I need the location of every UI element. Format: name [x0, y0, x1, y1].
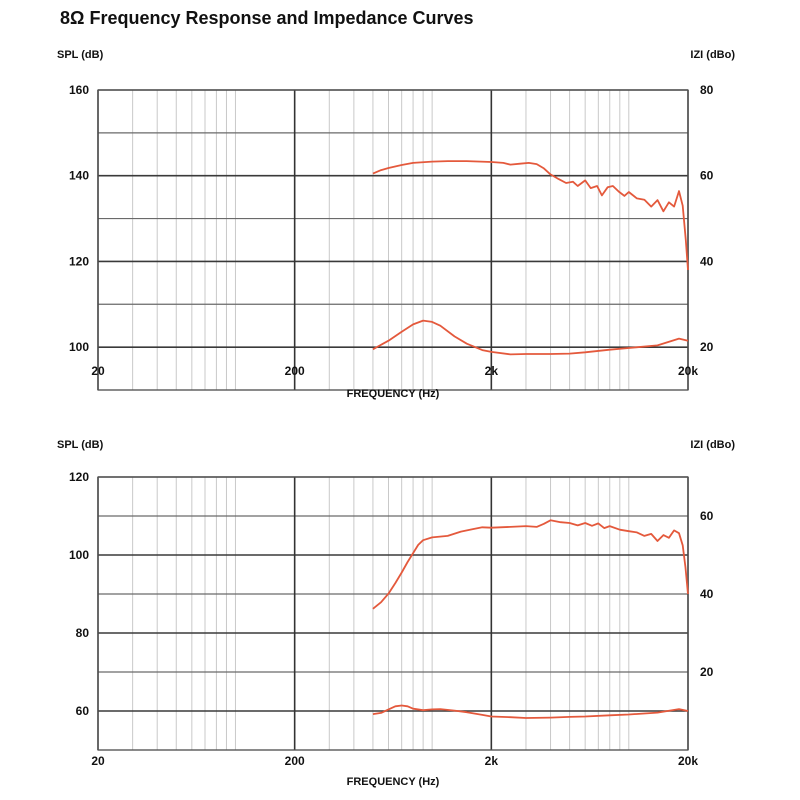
grid [97, 89, 689, 391]
y-tick-left: 80 [76, 626, 90, 640]
plot-frame [97, 89, 689, 391]
spl-curve [372, 519, 689, 610]
y-axis-label-right: IZI (dBo) [690, 439, 735, 451]
x-axis-label: FREQUENCY (Hz) [347, 776, 440, 788]
y-tick-right: 40 [700, 587, 714, 601]
y-tick-left: 100 [69, 548, 89, 562]
y-tick-left: 160 [69, 83, 89, 97]
x-tick: 2k [485, 364, 499, 378]
spl-impedance-chart-2: SPL (dB) IZI (dBo) 120 100 80 60 60 40 20 20 200 2k… [57, 439, 735, 788]
y-tick-left: 140 [69, 169, 89, 183]
y-tick-right: 60 [700, 169, 714, 183]
x-tick: 2k [485, 754, 499, 768]
impedance-curve [372, 704, 689, 719]
y-tick-right: 40 [700, 254, 714, 268]
y-axis-label-left: SPL (dB) [57, 49, 104, 61]
x-axis-label: FREQUENCY (Hz) [347, 388, 440, 400]
y-tick-right: 20 [700, 665, 714, 679]
y-tick-right: 20 [700, 340, 714, 354]
x-tick: 20k [678, 754, 698, 768]
impedance-curve [372, 319, 689, 356]
y-tick-right: 80 [700, 83, 714, 97]
x-tick: 20 [91, 754, 105, 768]
y-axis-label-left: SPL (dB) [57, 439, 104, 451]
grid [97, 476, 689, 751]
spl-curve [372, 160, 689, 271]
y-axis-label-right: IZI (dBo) [690, 49, 735, 61]
y-tick-left: 120 [69, 470, 89, 484]
y-tick-right: 60 [700, 509, 714, 523]
x-tick: 200 [285, 754, 305, 768]
x-tick: 200 [285, 364, 305, 378]
y-tick-left: 120 [69, 254, 89, 268]
page-title: 8Ω Frequency Response and Impedance Curv… [60, 8, 474, 28]
x-tick: 20k [678, 364, 698, 378]
x-tick: 20 [91, 364, 105, 378]
plot-frame [97, 476, 689, 751]
y-tick-left: 100 [69, 340, 89, 354]
y-tick-left: 60 [76, 704, 90, 718]
